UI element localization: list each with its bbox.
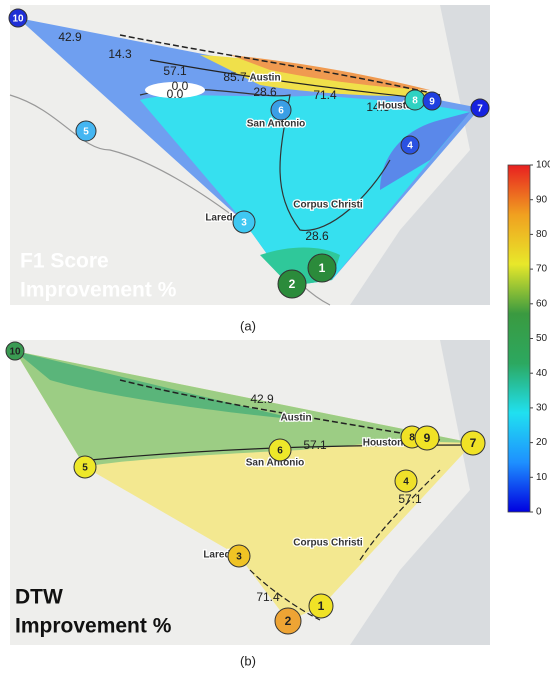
- city-label: Austin: [280, 413, 311, 424]
- panel-title: DTW: [15, 586, 63, 609]
- city-label: Corpus Christi: [293, 538, 363, 549]
- colorbar-tick-label: 30: [536, 403, 548, 414]
- sensor-node: [268, 438, 292, 462]
- contour-label: 0.0: [167, 87, 184, 101]
- sensor-node-label: 1: [318, 599, 325, 613]
- sensor-node-label: 4: [403, 477, 409, 488]
- colorbar-tick-label: 70: [536, 264, 548, 275]
- sensor-node-label: 2: [289, 277, 296, 291]
- sensor-node: [470, 98, 490, 118]
- colorbar-tick-label: 60: [536, 298, 548, 309]
- city-label: San Antonio: [247, 119, 306, 130]
- sensor-node-label: 9: [429, 97, 435, 108]
- contour-label: 71.4: [256, 590, 280, 604]
- contour-label: 14.3: [108, 47, 132, 61]
- field-blue-east: [380, 112, 470, 190]
- sensor-node-label: 2: [285, 614, 292, 628]
- contour-label: 71.4: [313, 88, 337, 102]
- sensor-node-label: 3: [241, 218, 247, 229]
- contour-label: 57.1: [398, 492, 422, 506]
- gulf: [350, 340, 490, 645]
- sensor-node: [400, 135, 420, 155]
- contour-label: 14.3: [366, 100, 390, 114]
- contour-label: 28.6: [253, 85, 277, 99]
- contour-label: 28.6: [305, 229, 329, 243]
- sensor-node-label: 6: [277, 446, 283, 457]
- sensor-node-label: 6: [278, 106, 284, 117]
- city-label: San Antonio: [246, 458, 305, 469]
- contour-label: 42.9: [58, 30, 82, 44]
- colorbar-tick-label: 20: [536, 437, 548, 448]
- gulf: [350, 5, 490, 305]
- sensor-node-label: 9: [424, 431, 431, 445]
- sensor-node: [274, 607, 302, 635]
- sensor-node: [414, 425, 440, 451]
- sensor-node: [73, 455, 97, 479]
- sensor-node-label: 7: [470, 436, 477, 450]
- sensor-node: [232, 210, 256, 234]
- contour: [119, 379, 441, 441]
- sensor-node-label: 3: [236, 552, 242, 563]
- colorbar-tick-label: 40: [536, 368, 548, 379]
- panel-title: Improvement %: [20, 279, 177, 302]
- contour-label: 57.1: [303, 438, 327, 452]
- colorbar-tick-label: 0: [536, 507, 542, 518]
- field-cyan: [140, 95, 470, 286]
- sensor-node-label: 8: [409, 433, 415, 444]
- sensor-node-label: 5: [82, 463, 88, 474]
- sensor-node-label: 8: [412, 96, 418, 107]
- hole: [145, 82, 205, 98]
- colorbar-tick-label: 50: [536, 333, 548, 344]
- sensor-node-label: 4: [407, 141, 413, 152]
- colorbar-tick-label: 10: [536, 472, 548, 483]
- city-label: Laredo: [205, 213, 238, 224]
- sensor-node: [394, 469, 418, 493]
- colorbar: [507, 164, 531, 513]
- panel-caption: (a): [240, 318, 256, 333]
- contour-label: 85.7: [223, 70, 247, 84]
- sensor-node: [227, 544, 251, 568]
- contour-label: 0.0: [172, 79, 189, 93]
- sensor-node-label: 5: [83, 127, 89, 138]
- sensor-node: [307, 253, 337, 283]
- panel-title: F1 Score: [20, 250, 109, 273]
- sensor-node: [5, 341, 25, 361]
- colorbar-tick-label: 100: [536, 160, 550, 171]
- city-label: Houston: [363, 438, 404, 449]
- sensor-node: [308, 593, 334, 619]
- sensor-node-label: 1: [319, 261, 326, 275]
- sensor-node: [270, 99, 292, 121]
- sensor-node-label: 10: [12, 14, 24, 25]
- sensor-node: [460, 430, 486, 456]
- city-label: Corpus Christi: [293, 200, 363, 211]
- panel-title: Improvement %: [15, 615, 172, 638]
- sensor-node: [75, 120, 97, 142]
- colorbar-tick-label: 80: [536, 229, 548, 240]
- contour-label: 42.9: [250, 392, 274, 406]
- sensor-node-label: 10: [9, 347, 21, 358]
- sensor-node: [8, 8, 28, 28]
- colorbar-tick-label: 90: [536, 194, 548, 205]
- contour: [119, 34, 441, 96]
- sensor-node: [422, 91, 442, 111]
- sensor-node-label: 7: [477, 104, 483, 115]
- city-label: Austin: [249, 73, 280, 84]
- contour: [249, 469, 441, 621]
- panel-caption: (b): [240, 653, 256, 668]
- sensor-node: [277, 269, 307, 299]
- contour-label: 57.1: [163, 64, 187, 78]
- contour: [139, 88, 391, 231]
